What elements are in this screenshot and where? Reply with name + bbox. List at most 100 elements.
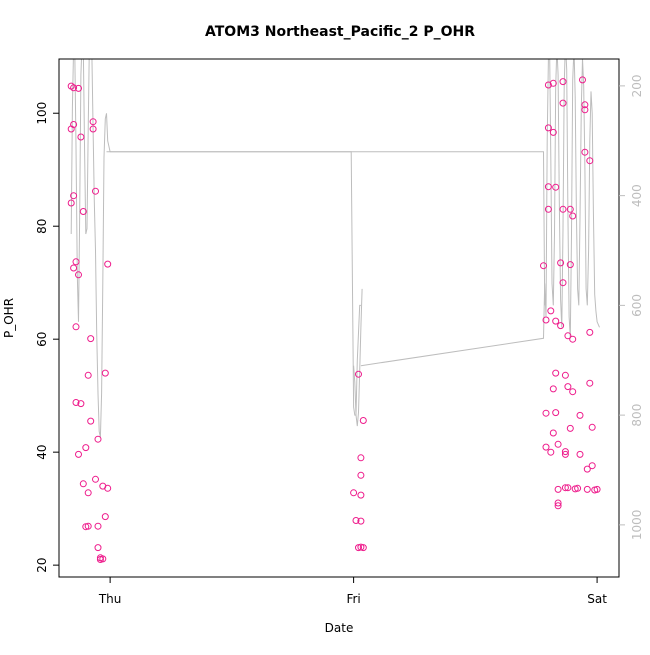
data-point: [559, 78, 567, 86]
data-point: [552, 317, 560, 325]
line-layer: [70, 59, 600, 438]
data-point: [544, 205, 552, 213]
data-point: [557, 259, 565, 267]
data-point: [564, 332, 572, 340]
data-point: [72, 399, 80, 406]
data-point: [561, 484, 569, 492]
data-point: [70, 192, 78, 200]
y2-tick-label: 400: [630, 184, 644, 207]
data-point: [542, 409, 550, 417]
y-axis-label: P_OHR: [2, 298, 16, 338]
data-point: [554, 502, 562, 510]
y2-tick-label: 600: [630, 294, 644, 317]
data-point: [588, 462, 596, 470]
data-point: [569, 335, 577, 343]
data-point: [561, 371, 569, 379]
data-point: [350, 489, 358, 497]
data-point: [569, 388, 577, 396]
x-tick-label: Sat: [587, 592, 607, 606]
line-segment-1: [353, 288, 363, 427]
data-point: [593, 485, 601, 493]
y-tick-label: 40: [35, 445, 49, 460]
data-point: [549, 385, 557, 393]
line-segment-2: [360, 59, 600, 367]
x-tick-label: Fri: [346, 592, 360, 606]
data-point: [542, 443, 550, 451]
data-point: [561, 450, 569, 458]
data-point: [559, 279, 567, 287]
data-point: [581, 148, 589, 156]
data-point: [104, 260, 112, 268]
data-point: [566, 424, 574, 432]
data-point: [552, 369, 560, 377]
data-point: [544, 81, 552, 89]
data-point: [357, 517, 365, 525]
point-layer: [67, 76, 601, 563]
data-point: [70, 121, 78, 128]
data-point: [94, 435, 102, 443]
data-point: [559, 99, 567, 107]
data-point: [89, 125, 97, 133]
data-point: [84, 371, 92, 379]
data-point: [554, 485, 562, 493]
data-point: [547, 448, 555, 456]
data-point: [82, 444, 90, 452]
data-point: [583, 465, 591, 473]
data-point: [84, 489, 92, 497]
chart-title: ATOM3 Northeast_Pacific_2 P_OHR: [205, 24, 475, 40]
data-point: [99, 555, 107, 563]
y-tick-label: 80: [35, 219, 49, 234]
data-point: [588, 423, 596, 431]
data-point: [94, 544, 102, 552]
data-point: [569, 212, 577, 220]
data-point: [586, 157, 594, 165]
data-point: [586, 379, 594, 387]
axes-layer: 20 40 60 80 100 200 400 600 800 1000 Thu Fri Sat: [35, 58, 644, 606]
data-point: [104, 484, 112, 492]
data-point: [355, 370, 362, 378]
data-point: [359, 417, 367, 424]
data-point: [101, 513, 109, 521]
data-point: [87, 417, 95, 425]
data-point: [77, 133, 85, 141]
data-point: [554, 440, 562, 448]
data-point: [540, 262, 547, 270]
data-point: [357, 471, 365, 479]
data-point: [70, 264, 78, 272]
data-point: [70, 84, 78, 92]
data-point: [77, 400, 85, 408]
x-axis-label: Date: [325, 621, 354, 635]
data-point: [581, 101, 589, 109]
x-tick-label: Thu: [98, 592, 122, 606]
data-point: [574, 484, 582, 492]
y2-tick-label: 800: [630, 404, 644, 427]
data-point: [576, 450, 584, 458]
data-point: [67, 199, 75, 207]
data-point: [352, 517, 360, 524]
data-point: [564, 484, 572, 492]
data-point: [79, 208, 87, 215]
data-point: [547, 307, 555, 315]
y2-tick-label: 1000: [630, 510, 644, 541]
data-point: [75, 271, 82, 279]
data-point: [89, 118, 97, 126]
data-point: [79, 480, 87, 488]
data-point: [566, 205, 574, 213]
data-point: [579, 76, 586, 84]
data-point: [92, 187, 99, 195]
data-point: [557, 322, 565, 330]
data-point: [583, 485, 591, 493]
data-point: [576, 411, 584, 419]
data-point: [549, 128, 557, 136]
data-point: [87, 335, 95, 343]
data-point: [552, 183, 560, 191]
data-point: [564, 383, 572, 391]
data-point: [544, 183, 552, 191]
data-point: [94, 522, 102, 530]
data-point: [559, 205, 567, 213]
plot-frame: [58, 58, 620, 578]
data-point: [552, 409, 560, 417]
data-point: [84, 522, 92, 530]
